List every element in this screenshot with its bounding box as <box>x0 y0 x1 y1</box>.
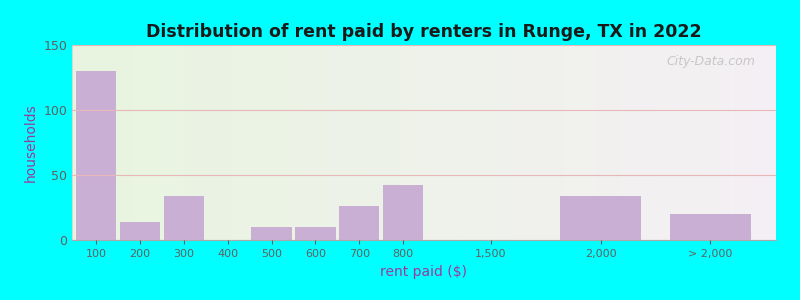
Bar <box>251 227 292 240</box>
Bar <box>295 227 336 240</box>
Bar <box>560 196 641 240</box>
Title: Distribution of rent paid by renters in Runge, TX in 2022: Distribution of rent paid by renters in … <box>146 23 702 41</box>
Y-axis label: households: households <box>24 103 38 182</box>
Bar <box>164 196 204 240</box>
X-axis label: rent paid ($): rent paid ($) <box>381 265 467 279</box>
Bar <box>339 206 379 240</box>
Text: City-Data.com: City-Data.com <box>666 55 755 68</box>
Bar <box>76 71 116 240</box>
Bar <box>670 214 750 240</box>
Bar <box>383 185 423 240</box>
Bar <box>120 222 160 240</box>
